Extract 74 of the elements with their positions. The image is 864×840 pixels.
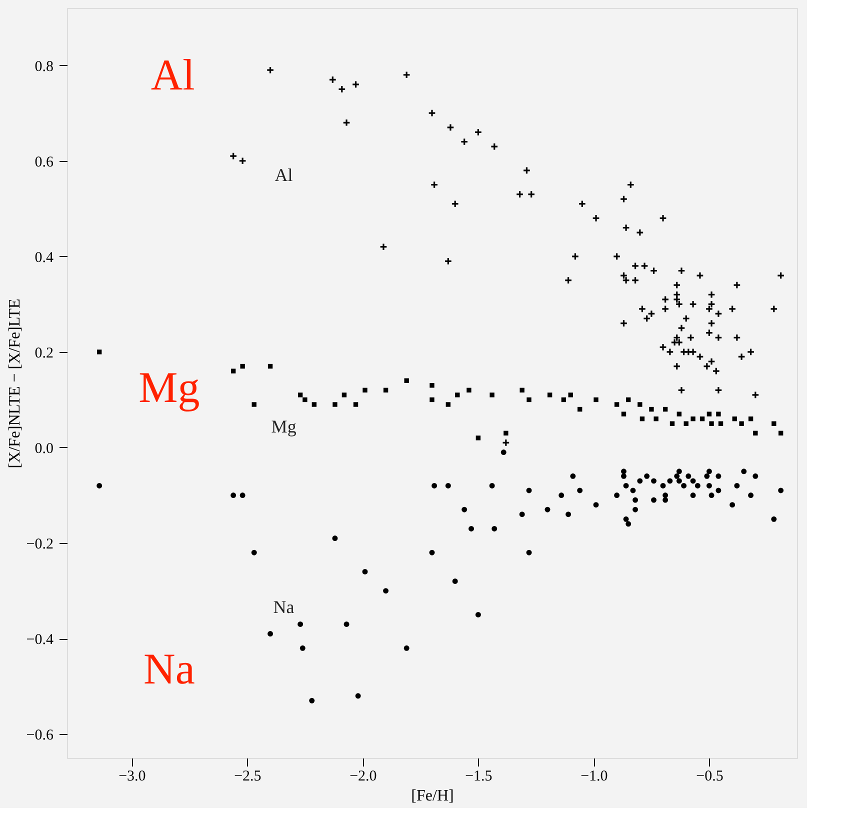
annotation: Na: [144, 644, 195, 694]
point: [404, 378, 409, 383]
point: [383, 388, 388, 393]
y-tick-label: 0.6: [34, 154, 54, 170]
point: [594, 397, 598, 402]
point: [362, 388, 368, 393]
point: [649, 406, 654, 412]
y-tick-label: 0.0: [34, 440, 54, 457]
point: [778, 430, 784, 436]
point: [96, 350, 102, 354]
y-tick-label: 0.8: [34, 58, 54, 75]
point: [676, 412, 682, 416]
point: [353, 402, 358, 407]
point: [268, 364, 273, 369]
x-tick-label: −3.0: [118, 768, 146, 784]
x-tick-label: −1.0: [580, 768, 608, 784]
point: [504, 430, 508, 436]
point: [466, 388, 472, 393]
point: [476, 436, 481, 440]
point: [614, 402, 620, 407]
point: [520, 388, 524, 393]
point: [626, 397, 631, 402]
point: [718, 421, 724, 426]
y-tick-label: −0.2: [26, 536, 54, 553]
point: [772, 421, 776, 426]
point: [640, 416, 645, 422]
x-axis-title: [Fe/H]: [411, 788, 454, 804]
point: [662, 406, 668, 412]
x-tick-label: −2.5: [234, 768, 262, 784]
y-tick-label: 0.4: [34, 250, 54, 266]
point: [700, 416, 705, 422]
point: [706, 412, 712, 416]
point: [739, 421, 744, 426]
point: [240, 364, 245, 369]
point: [332, 402, 338, 407]
point: [526, 397, 532, 402]
point: [561, 397, 566, 402]
annotation: Al: [150, 50, 195, 100]
point: [709, 421, 714, 426]
y-tick-label: −0.6: [26, 728, 54, 744]
point: [230, 368, 236, 374]
point: [302, 397, 308, 402]
point: [312, 402, 317, 407]
point: [342, 392, 347, 398]
x-tick-label: −2.0: [350, 768, 377, 784]
point: [446, 402, 451, 407]
point: [621, 412, 626, 416]
point: [684, 421, 688, 426]
annotation: Mg: [271, 416, 296, 436]
point: [547, 392, 552, 398]
x-tick-label: −0.5: [696, 768, 724, 784]
point: [430, 383, 434, 388]
point: [732, 416, 737, 422]
point: [748, 416, 754, 422]
point: [638, 402, 642, 407]
point: [670, 421, 675, 426]
y-tick-label: −0.4: [26, 632, 54, 648]
point: [690, 416, 696, 422]
point: [490, 392, 494, 398]
point: [654, 416, 658, 422]
annotation: Mg: [138, 363, 200, 412]
point: [430, 397, 434, 402]
point: [578, 406, 582, 412]
point: [298, 392, 303, 398]
y-axis-title: [X/Fe]NLTE − [X/Fe]LTE: [6, 298, 24, 468]
point: [753, 430, 758, 436]
point: [716, 412, 721, 416]
point: [568, 392, 573, 398]
x-tick-label: −1.5: [465, 768, 492, 784]
annotation: Al: [274, 165, 293, 185]
y-tick-label: 0.2: [34, 345, 54, 362]
point: [252, 402, 256, 407]
point: [455, 392, 460, 398]
annotation: Na: [273, 597, 294, 617]
